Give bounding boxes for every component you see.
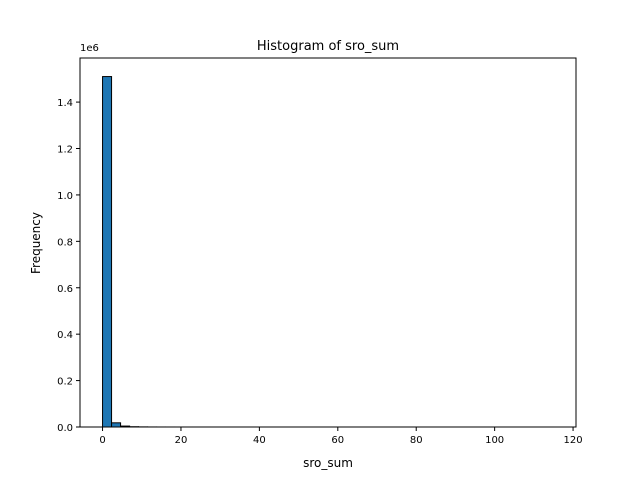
x-axis-label: sro_sum <box>303 456 353 470</box>
y-offset-label: 1e6 <box>80 43 99 54</box>
y-tick-label: 0.8 <box>57 237 73 248</box>
x-tick-label: 60 <box>331 435 344 446</box>
x-tick-label: 0 <box>99 435 105 446</box>
x-axis: 0 20 40 60 80 100 120 <box>99 427 583 446</box>
x-tick-label: 20 <box>175 435 188 446</box>
y-tick-label: 0.0 <box>57 423 73 434</box>
y-axis: 0.0 0.2 0.4 0.6 0.8 1.0 1.2 1.4 <box>57 98 80 434</box>
chart-title: Histogram of sro_sum <box>257 39 399 54</box>
histogram-bar <box>102 76 113 428</box>
y-tick-label: 0.6 <box>57 284 73 295</box>
histogram-bar <box>111 422 122 428</box>
y-tick-label: 1.2 <box>57 145 73 156</box>
x-tick-label: 40 <box>253 435 266 446</box>
y-tick-label: 1.0 <box>57 191 73 202</box>
x-tick-label: 80 <box>410 435 423 446</box>
y-tick-label: 1.4 <box>57 98 73 109</box>
x-tick-label: 100 <box>485 435 504 446</box>
y-tick-label: 0.2 <box>57 377 73 388</box>
plot-frame <box>79 57 577 428</box>
x-tick-label: 120 <box>564 435 583 446</box>
y-tick-label: 0.4 <box>57 330 73 341</box>
y-axis-label: Frequency <box>29 212 43 274</box>
